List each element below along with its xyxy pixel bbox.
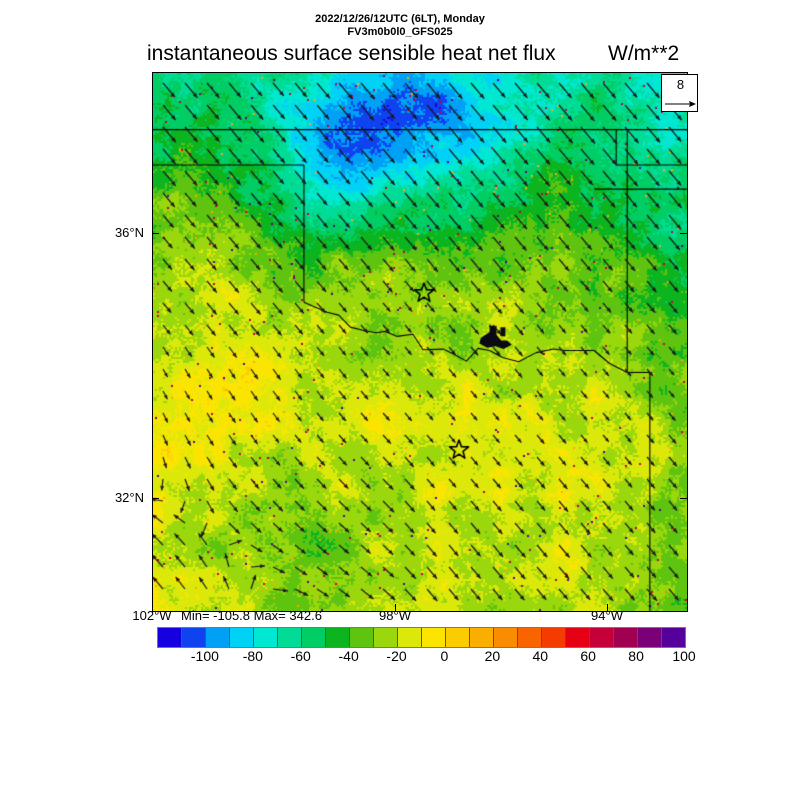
colorbar-tick-labels: -100 -80 -60 -40 -20 0 20 40 60 80 100 — [0, 648, 800, 666]
map-overlays-wind-and-borders — [153, 73, 687, 611]
right-arrow-icon — [665, 101, 696, 107]
title-model-name: FV3m0b0l0_GFS025 — [347, 26, 453, 38]
colorbar-tick-label: -100 — [190, 648, 219, 664]
colorbar-tick-label: -40 — [338, 648, 359, 664]
title-main-row: instantaneous surface sensible heat net … — [0, 41, 800, 67]
colorbar-swatch — [326, 628, 350, 647]
colorbar-swatch — [638, 628, 662, 647]
wind-legend-value: 8 — [676, 77, 685, 92]
colorbar-tick-label: -20 — [386, 648, 407, 664]
colorbar-swatch — [206, 628, 230, 647]
lat-tick-mark — [152, 498, 159, 499]
colorbar-tick-label: 100 — [672, 648, 696, 664]
colorbar-swatch — [446, 628, 470, 647]
wind-vector-legend: 8 — [661, 74, 698, 112]
chart-header: 2022/12/26/12UTC (6LT), Monday FV3m0b0l0… — [0, 0, 800, 39]
lon-tick-label: 94°W — [591, 608, 623, 623]
lon-tick-mark — [395, 604, 396, 611]
colorbar-tick-label: 40 — [532, 648, 549, 664]
colorbar-swatch — [518, 628, 542, 647]
lon-tick-mark — [152, 604, 153, 611]
colorbar-swatch — [422, 628, 446, 647]
colorbar-swatch — [494, 628, 518, 647]
colorbar-swatch — [158, 628, 182, 647]
colorbar-tick-label: -60 — [290, 648, 311, 664]
lon-tick-label: 102°W — [132, 608, 172, 623]
lon-tick-mark — [607, 604, 608, 611]
colorbar-swatch — [302, 628, 326, 647]
page-title: instantaneous surface sensible heat net … — [147, 42, 556, 65]
lat-tick-mark — [152, 233, 159, 234]
colorbar-swatch — [398, 628, 422, 647]
colorbar-tick-label: -80 — [242, 648, 263, 664]
lat-tick-mark-right — [680, 498, 687, 499]
colorbar-swatch — [662, 628, 685, 647]
colorbar-swatch — [470, 628, 494, 647]
colorbar-swatch — [374, 628, 398, 647]
colorbar-swatch — [182, 628, 206, 647]
colorbar-tick-label: 80 — [628, 648, 644, 664]
title-datetime: 2022/12/26/12UTC (6LT), Monday — [315, 13, 485, 25]
colorbar-swatch — [350, 628, 374, 647]
lat-tick-label: 32°N — [114, 490, 144, 505]
colorbar-tick-label: 60 — [580, 648, 596, 664]
minmax-statistics: Min= -105.8 Max= 342.6 — [181, 608, 322, 623]
colorbar-swatch — [566, 628, 590, 647]
colorbar-swatch — [542, 628, 566, 647]
colorbar-swatch — [254, 628, 278, 647]
colorbar-tick-label: 0 — [440, 648, 449, 664]
lat-tick-label: 36°N — [114, 225, 144, 240]
map-plot-area[interactable] — [152, 72, 688, 612]
colorbar-swatch — [614, 628, 638, 647]
colorbar-swatch — [590, 628, 614, 647]
colorbar-swatch — [278, 628, 302, 647]
colorbar-swatch — [230, 628, 254, 647]
lat-tick-mark-right — [680, 233, 687, 234]
colorbar[interactable] — [157, 627, 686, 648]
lon-tick-label: 98°W — [379, 608, 411, 623]
title-units: W/m**2 — [608, 42, 680, 65]
colorbar-tick-label: 20 — [484, 648, 501, 664]
